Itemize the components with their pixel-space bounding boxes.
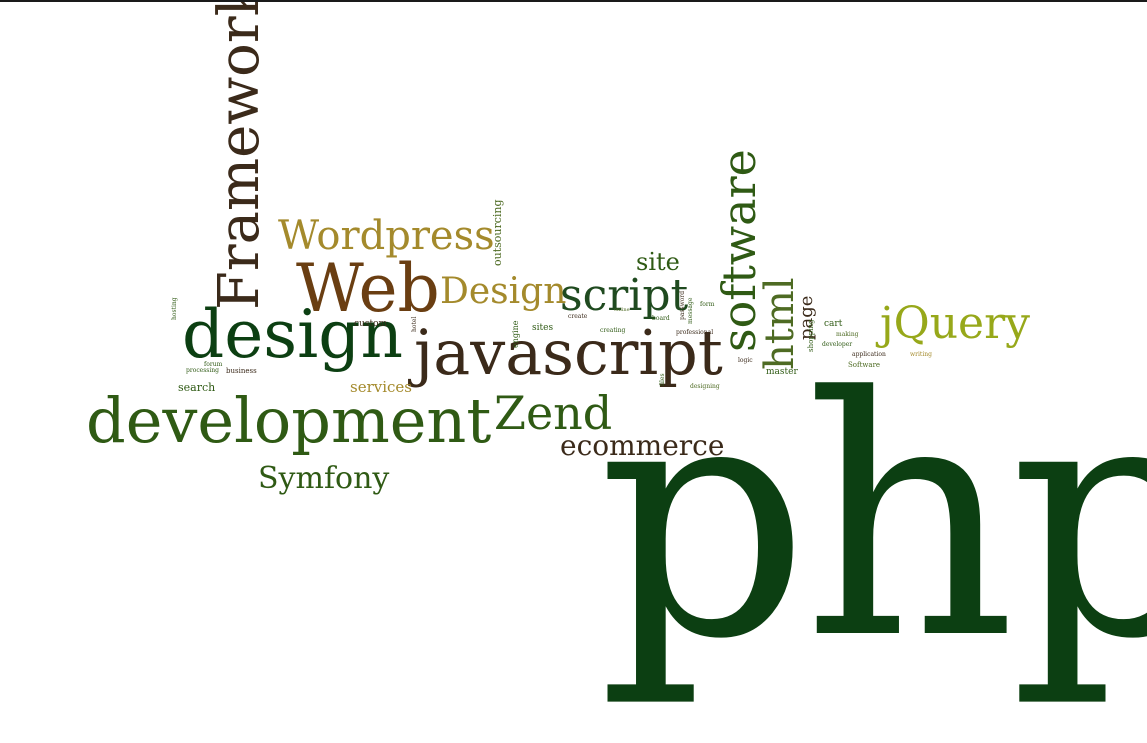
word-form: form	[700, 301, 715, 308]
word-web: Web	[296, 250, 440, 327]
word-jquery: jQuery	[880, 298, 1030, 349]
word-processing: processing	[186, 367, 220, 374]
word-php: php	[598, 327, 1147, 711]
word-javascript: javascript	[414, 316, 723, 389]
word-design-cap: Design	[440, 271, 567, 312]
word-software-cap: Software	[848, 361, 881, 369]
word-engine: engine	[511, 320, 520, 348]
word-writing: writing	[910, 351, 932, 358]
word-site: site	[636, 248, 680, 276]
word-designing: designing	[690, 383, 720, 390]
word-logic: logic	[738, 357, 753, 364]
word-sites: sites	[532, 323, 554, 333]
word-hosting: hosting	[171, 297, 178, 320]
word-outsourcing: outsourcing	[491, 199, 504, 266]
word-online: online	[614, 307, 630, 313]
word-files: files	[659, 373, 666, 386]
word-script: script	[560, 270, 689, 321]
word-custom: custom	[354, 319, 388, 329]
word-developer: developer	[822, 341, 853, 348]
word-board: board	[652, 315, 670, 322]
word-zend: Zend	[494, 386, 613, 440]
word-html: html	[757, 277, 803, 370]
word-hotel: hotel	[411, 316, 418, 332]
word-application: application	[852, 351, 886, 358]
word-create: create	[568, 313, 588, 320]
word-making: making	[836, 331, 859, 338]
word-creating: creating	[600, 327, 626, 334]
word-design: design	[182, 296, 404, 373]
word-services: services	[350, 378, 412, 396]
word-cart: cart	[824, 319, 843, 329]
word-symfony: Symfony	[258, 461, 390, 496]
word-ecommerce: ecommerce	[560, 429, 725, 462]
word-password: password	[679, 290, 686, 320]
word-shopping: shopping	[807, 319, 815, 352]
word-forum: forum	[204, 361, 223, 368]
word-development: development	[86, 384, 492, 457]
word-message: message	[687, 297, 694, 324]
word-business: business	[226, 367, 257, 375]
word-master: master	[766, 367, 798, 377]
word-framework: Framework	[207, 0, 272, 310]
word-search: search	[178, 381, 216, 394]
word-software: software	[712, 149, 766, 352]
word-wordpress: Wordpress	[278, 213, 495, 259]
word-professional: professional	[676, 329, 714, 336]
